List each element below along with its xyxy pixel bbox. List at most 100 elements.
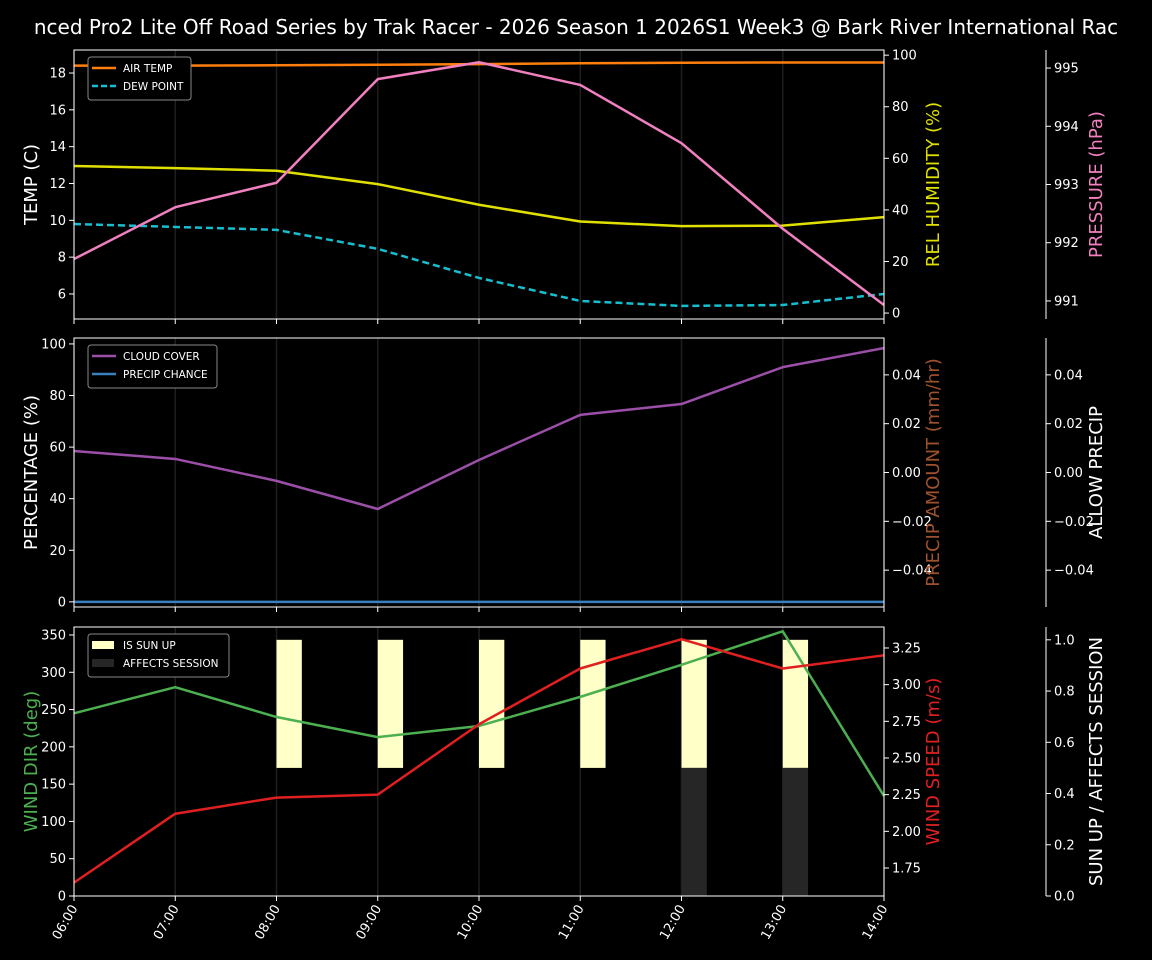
y-tick-label: 80 bbox=[49, 389, 66, 404]
y-tick-label: 10 bbox=[49, 214, 66, 229]
axis-label-dir: WIND DIR (deg) bbox=[21, 691, 42, 833]
axis-label-pct: PERCENTAGE (%) bbox=[21, 395, 42, 550]
axis-label-amt: PRECIP AMOUNT (mm/hr) bbox=[923, 358, 944, 587]
legend-label: CLOUD COVER bbox=[123, 351, 200, 363]
y-tick-label: −0.04 bbox=[892, 564, 932, 579]
y-tick-label: 350 bbox=[41, 628, 66, 643]
bar-is-sun-up bbox=[377, 639, 404, 768]
y-tick-label: 0.6 bbox=[1054, 736, 1075, 751]
legend-box bbox=[87, 633, 230, 678]
y-tick-label: 2.00 bbox=[892, 825, 921, 840]
panel-3: 0 50 100 150 200 250 300 350 WIND DIR (deg) 1.75 2… bbox=[21, 626, 1107, 943]
x-tick-label: 11:00 bbox=[556, 903, 588, 943]
legend-label: PRECIP CHANCE bbox=[123, 369, 208, 381]
legend: IS SUN UP AFFECTS SESSION bbox=[87, 633, 230, 678]
y-tick-label: 3.25 bbox=[892, 641, 921, 656]
bar-is-sun-up bbox=[276, 639, 302, 768]
axis-label-temp: TEMP (C) bbox=[21, 144, 42, 226]
y-tick-label: −0.02 bbox=[892, 515, 932, 530]
y-tick-label: 40 bbox=[49, 492, 66, 507]
series-line-pres bbox=[73, 60, 885, 307]
panel-2: 0 20 40 60 80 100 PERCENTAGE (%) −0.04 −0.02 0.00… bbox=[21, 337, 1107, 612]
y-tick-label: 0.04 bbox=[892, 368, 921, 383]
series-line-dew-point bbox=[73, 222, 885, 308]
y-tick-label: 2.50 bbox=[892, 751, 921, 766]
y-tick-label: 20 bbox=[49, 544, 66, 559]
y-tick-label: 100 bbox=[892, 49, 917, 64]
y-tick-label: 12 bbox=[49, 177, 66, 192]
y-tick-label: 2.75 bbox=[892, 715, 921, 730]
y-tick-label: 60 bbox=[49, 441, 66, 456]
y-tick-label: 18 bbox=[49, 67, 66, 82]
y-tick-label: 995 bbox=[1054, 62, 1079, 77]
x-tick-label: 12:00 bbox=[657, 903, 689, 943]
y-tick-label: 1.75 bbox=[892, 861, 921, 876]
y-tick-label: 0.0 bbox=[1054, 890, 1075, 905]
y-tick-label: −0.02 bbox=[1054, 515, 1094, 530]
legend-label: AFFECTS SESSION bbox=[123, 658, 219, 670]
y-tick-label: 0.2 bbox=[1054, 838, 1075, 853]
legend-label: IS SUN UP bbox=[123, 640, 176, 652]
y-tick-label: 991 bbox=[1054, 294, 1079, 309]
axis-label-allow: ALLOW PRECIP bbox=[1086, 406, 1107, 539]
series-line-hum bbox=[73, 164, 885, 228]
y-tick-label: 993 bbox=[1054, 178, 1079, 193]
y-tick-label: 20 bbox=[892, 255, 909, 270]
x-tick-label: 07:00 bbox=[151, 903, 183, 943]
bar-is-sun-up bbox=[681, 639, 707, 768]
y-tick-label: 250 bbox=[41, 703, 66, 718]
y-tick-label: 0.4 bbox=[1054, 787, 1075, 802]
x-tick-label: 09:00 bbox=[353, 903, 385, 943]
y-tick-label: 8 bbox=[58, 251, 66, 266]
axis-label-hum: REL HUMIDITY (%) bbox=[923, 102, 944, 267]
bar-is-sun-up bbox=[580, 639, 606, 768]
axis-label-spd: WIND SPEED (m/s) bbox=[923, 678, 944, 846]
x-tick-label: 14:00 bbox=[860, 903, 892, 943]
legend-box bbox=[87, 344, 218, 389]
axis-label-sun: SUN UP / AFFECTS SESSION bbox=[1086, 637, 1107, 886]
y-tick-label: 300 bbox=[41, 666, 66, 681]
legend-label: AIR TEMP bbox=[123, 63, 172, 75]
y-tick-label: 80 bbox=[892, 100, 909, 115]
series-line-cloud-cover bbox=[73, 346, 885, 511]
legend-swatch bbox=[92, 641, 114, 649]
y-tick-label: 0 bbox=[892, 307, 900, 322]
legend: CLOUD COVER PRECIP CHANCE bbox=[87, 344, 218, 389]
bar-is-sun-up bbox=[782, 639, 809, 768]
x-tick-label: 13:00 bbox=[758, 903, 790, 943]
axis-label-pres: PRESSURE (hPa) bbox=[1086, 111, 1107, 258]
chart-title: nced Pro2 Lite Off Road Series by Trak R… bbox=[33, 15, 1119, 39]
y-tick-label: 992 bbox=[1054, 236, 1079, 251]
y-tick-label: 0.00 bbox=[1054, 466, 1083, 481]
bar-affects-session bbox=[782, 767, 809, 896]
y-tick-label: 40 bbox=[892, 203, 909, 218]
legend-swatch bbox=[92, 659, 114, 667]
y-tick-label: 6 bbox=[58, 287, 66, 302]
y-tick-label: 0.02 bbox=[1054, 417, 1083, 432]
legend-label: DEW POINT bbox=[123, 81, 184, 93]
y-tick-label: 994 bbox=[1054, 120, 1079, 135]
y-tick-label: 0.00 bbox=[892, 466, 921, 481]
series-line-dir bbox=[73, 630, 886, 797]
panel-1: 6 8 10 12 14 16 18 TEMP (C) 0 20 40 60 80 100 REL HUMI… bbox=[21, 49, 1107, 324]
y-tick-label: −0.04 bbox=[1054, 564, 1094, 579]
y-tick-label: 100 bbox=[41, 815, 66, 830]
y-tick-label: 200 bbox=[41, 740, 66, 755]
y-tick-label: 0.8 bbox=[1054, 685, 1075, 700]
y-tick-label: 2.25 bbox=[892, 788, 921, 803]
legend: AIR TEMP DEW POINT bbox=[87, 56, 192, 101]
series-line-air-temp bbox=[74, 61, 884, 67]
y-tick-label: 0.02 bbox=[892, 417, 921, 432]
y-tick-label: 100 bbox=[41, 337, 66, 352]
y-tick-label: 3.00 bbox=[892, 678, 921, 693]
bar-affects-session bbox=[681, 767, 707, 896]
y-tick-label: 150 bbox=[41, 778, 66, 793]
y-tick-label: 50 bbox=[49, 852, 66, 867]
y-tick-label: 0 bbox=[58, 595, 66, 610]
y-tick-label: 0.04 bbox=[1054, 368, 1083, 383]
y-tick-label: 14 bbox=[49, 140, 66, 155]
y-tick-label: 60 bbox=[892, 152, 909, 167]
y-tick-label: 1.0 bbox=[1054, 633, 1075, 648]
y-tick-label: 16 bbox=[49, 103, 66, 118]
